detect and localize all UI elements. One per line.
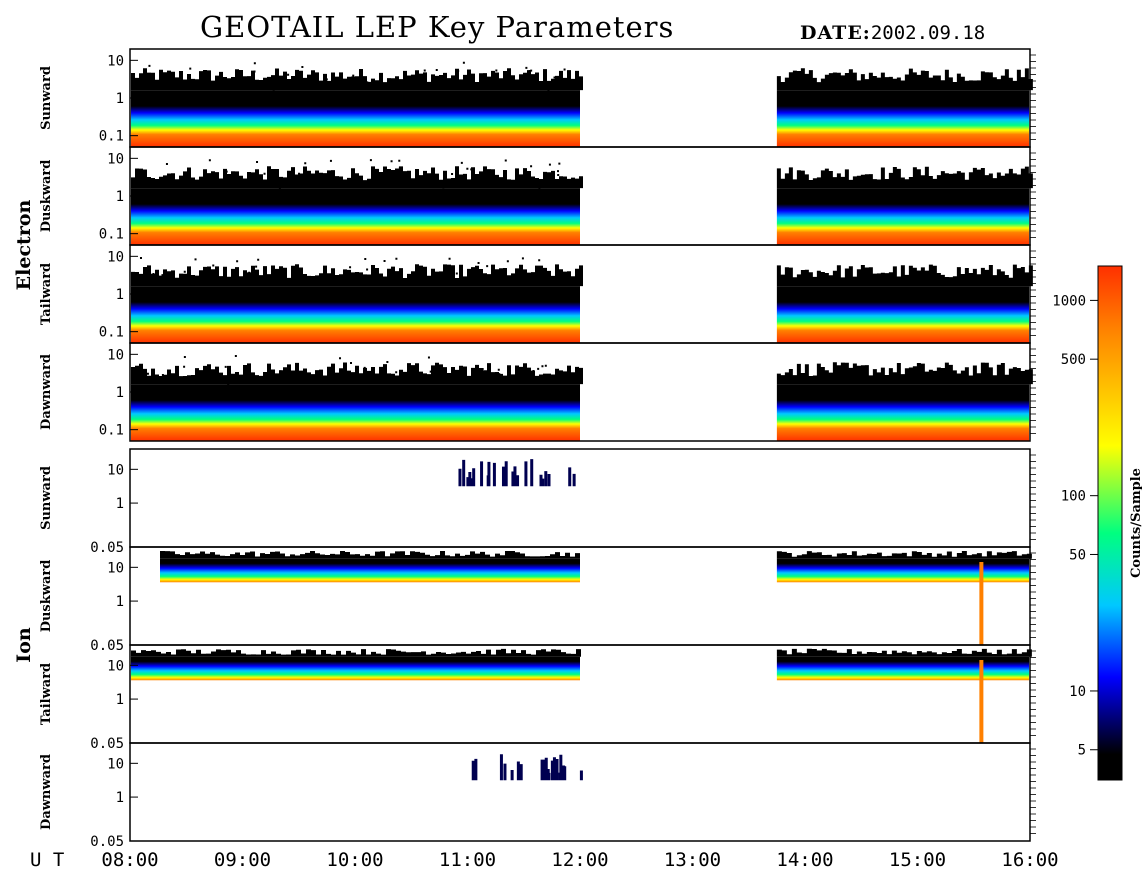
- chart-title: GEOTAIL LEP Key Parameters: [200, 10, 675, 44]
- ion-sunward-label: Sunward: [39, 466, 54, 530]
- colorbar: [1097, 265, 1123, 781]
- ion-dawnward-ytick-label-0: 10: [107, 756, 124, 772]
- colorbar-label: Counts/Sample: [1129, 468, 1142, 578]
- date-label: DATE:: [800, 22, 871, 44]
- xtick-label-1: 09:00: [214, 849, 271, 871]
- ion-duskward-noise-1: [776, 550, 1032, 559]
- ion-dawnward-frame: [129, 742, 1031, 842]
- electron-duskward-band-1: [776, 188, 1029, 245]
- ion-tailward-band-1: [776, 656, 1029, 681]
- xtick-label-4: 12:00: [551, 849, 608, 871]
- ion-tailward-band-0: [131, 656, 580, 681]
- ion-duskward-ytick-label-1: 1: [116, 594, 124, 610]
- electron-tailward-band-1: [776, 286, 1029, 343]
- ion-sunward-ytick-label-1: 1: [116, 496, 124, 512]
- ion-duskward-label: Duskward: [39, 560, 54, 633]
- xtick-label-5: 13:00: [664, 849, 721, 871]
- electron-sunward-ytick-label-2: 0.1: [99, 129, 124, 145]
- electron-dawnward-band-1: [776, 384, 1029, 441]
- xtick-label-2: 10:00: [326, 849, 383, 871]
- ion-duskward-band-0: [160, 558, 580, 583]
- electron-dawnward-label: Dawnward: [39, 354, 54, 430]
- electron-duskward-ytick-label-0: 10: [107, 151, 124, 167]
- electron-dawnward-ytick-label-2: 0.1: [99, 423, 124, 439]
- xtick-label-3: 11:00: [439, 849, 496, 871]
- electron-duskward-noise-1: [776, 166, 1033, 189]
- xtick-label-0: 08:00: [101, 849, 158, 871]
- electron-tailward-band-0: [131, 286, 580, 343]
- ion-dawnward-label: Dawnward: [39, 754, 54, 830]
- colorbar-tick-label-3: 50: [1069, 547, 1086, 563]
- electron-duskward-label: Duskward: [39, 160, 54, 233]
- ion-duskward-spike: [979, 562, 984, 645]
- electron-sunward-label: Sunward: [39, 66, 54, 130]
- electron-tailward-noise-1: [776, 264, 1033, 287]
- ion-tailward-label: Tailward: [39, 663, 54, 725]
- electron-duskward-noise-0: [131, 166, 583, 189]
- colorbar-tick-label-4: 10: [1069, 684, 1086, 700]
- colorbar-tick-label-1: 500: [1061, 352, 1086, 368]
- electron-tailward-ytick-label-2: 0.1: [99, 325, 124, 341]
- xtick-label-7: 15:00: [889, 849, 946, 871]
- colorbar-tick-label-2: 100: [1061, 489, 1086, 505]
- ion-sunward-ytick-label-2: 0.05: [90, 540, 124, 556]
- ion-duskward-ytick-label-2: 0.05: [90, 638, 124, 654]
- ion-sunward-ytick-label-0: 10: [107, 462, 124, 478]
- electron-duskward-band-0: [131, 188, 580, 245]
- ion-tailward-ytick-label-0: 10: [107, 658, 124, 674]
- ion-tailward-noise-1: [776, 648, 1032, 657]
- xtick-label-6: 14:00: [776, 849, 833, 871]
- electron-tailward-ytick-label-1: 1: [116, 287, 124, 303]
- electron-tailward-ytick-label-0: 10: [107, 249, 124, 265]
- ion-dawnward-ytick-label-1: 1: [116, 790, 124, 806]
- ion-tailward-spike: [979, 660, 984, 743]
- electron-tailward-noise-0: [131, 264, 583, 287]
- electron-sunward-noise-0: [131, 68, 583, 91]
- xtick-label-8: 16:00: [1001, 849, 1058, 871]
- electron-dawnward-ytick-label-0: 10: [107, 347, 124, 363]
- electron-sunward-band-0: [131, 90, 580, 147]
- date-value: 2002.09.18: [870, 22, 986, 44]
- ion-tailward-ytick-label-1: 1: [116, 692, 124, 708]
- electron-sunward-ytick-label-1: 1: [116, 91, 124, 107]
- ion-sunward-frame: [129, 448, 1031, 548]
- xaxis-label: U T: [30, 849, 64, 871]
- ion-tailward-ytick-label-2: 0.05: [90, 736, 124, 752]
- group-label-electron: Electron: [13, 200, 35, 291]
- electron-dawnward-band-0: [131, 384, 580, 441]
- electron-tailward-label: Tailward: [39, 263, 54, 325]
- electron-sunward-noise-1: [776, 68, 1033, 91]
- colorbar-tick-label-5: 5: [1078, 743, 1086, 759]
- electron-sunward-ytick-label-0: 10: [107, 53, 124, 69]
- ion-dawnward-bursts: [471, 754, 583, 781]
- ion-tailward-noise-0: [131, 648, 581, 657]
- colorbar-tick-label-0: 1000: [1052, 293, 1086, 309]
- electron-sunward-band-1: [776, 90, 1029, 147]
- ion-sunward-bursts: [458, 459, 576, 487]
- date-display: DATE:2002.09.18: [800, 22, 985, 44]
- ion-duskward-band-1: [776, 558, 1029, 583]
- group-label-ion: Ion: [13, 627, 35, 663]
- electron-dawnward-noise-0: [131, 362, 583, 385]
- ion-duskward-ytick-label-0: 10: [107, 560, 124, 576]
- electron-dawnward-ytick-label-1: 1: [116, 385, 124, 401]
- electron-duskward-ytick-label-1: 1: [116, 189, 124, 205]
- ion-duskward-noise-0: [160, 550, 580, 559]
- ion-dawnward-ytick-label-2: 0.05: [90, 834, 124, 850]
- electron-duskward-ytick-label-2: 0.1: [99, 227, 124, 243]
- electron-dawnward-noise-1: [776, 362, 1033, 385]
